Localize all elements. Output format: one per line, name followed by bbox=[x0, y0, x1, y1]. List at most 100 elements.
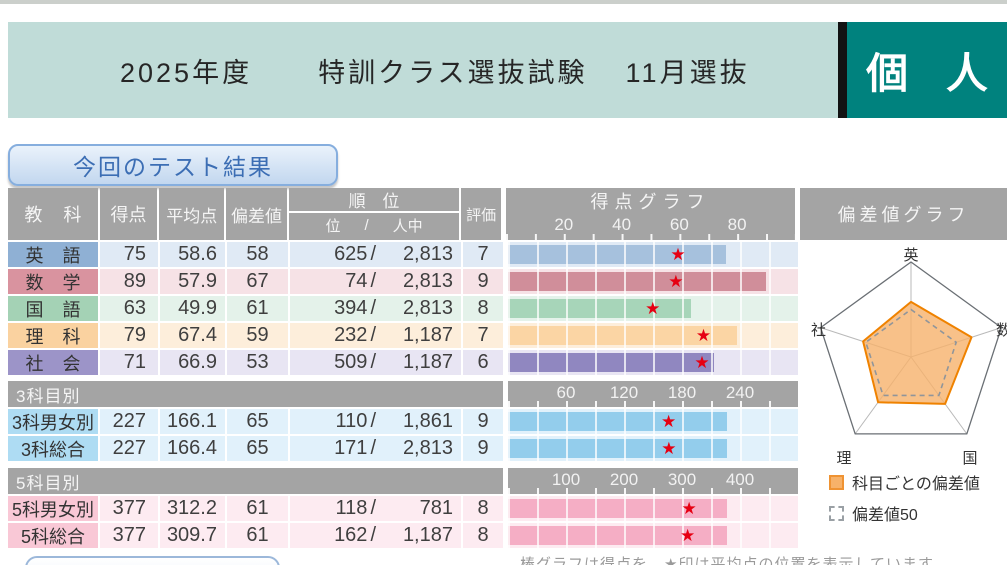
graph-footnote: 棒グラフは得点を、★印は平均点の位置を表示しています bbox=[520, 556, 934, 565]
title-exam: 特訓クラス選抜試験 bbox=[318, 57, 588, 88]
axis-tick-label: 60 bbox=[556, 383, 576, 402]
section-average: 166.1 bbox=[160, 409, 225, 434]
rank-value: 394 bbox=[334, 297, 368, 319]
table-header-row: 教 科 得点 平均点 偏差値 順 位 位 / 人中 評価 得点グラフ 20 40 6… bbox=[8, 188, 1007, 240]
rank-value: 625 bbox=[334, 243, 368, 265]
section-score: 377 bbox=[100, 523, 158, 548]
section-score: 377 bbox=[100, 496, 158, 521]
rank-slash: / bbox=[370, 437, 376, 459]
top-edge-strip bbox=[0, 0, 1007, 4]
subject-average: 58.6 bbox=[160, 242, 225, 267]
section-name: 5科男女別 bbox=[8, 496, 98, 521]
rank-total: 1,861 bbox=[402, 410, 453, 432]
rank-slash: / bbox=[370, 497, 376, 519]
radar-reference-polygon bbox=[865, 308, 957, 397]
column-gap bbox=[505, 523, 506, 548]
subject-score: 71 bbox=[100, 350, 158, 375]
legend-item: 偏差値50 bbox=[829, 501, 980, 525]
rank-value: 171 bbox=[334, 437, 368, 459]
column-gap bbox=[505, 269, 506, 294]
rank-slash: / bbox=[364, 217, 369, 234]
axis-tick-label: 120 bbox=[609, 383, 639, 402]
axis-tick-label: 200 bbox=[609, 470, 639, 489]
section-axis: 100 200 300 400 bbox=[508, 468, 798, 494]
section-score: 227 bbox=[100, 436, 158, 461]
rank-value: 232 bbox=[334, 324, 368, 346]
section-rank: 162/ 1,187 bbox=[290, 523, 461, 548]
axis-tick-label: 80 bbox=[727, 215, 747, 234]
radar-legend: 科目ごとの偏差値 偏差値50 bbox=[829, 470, 980, 525]
rank-total: 1,187 bbox=[402, 324, 453, 346]
section-name: 3科総合 bbox=[8, 436, 98, 461]
rank-value: 118 bbox=[335, 497, 368, 519]
rank-total: 1,187 bbox=[402, 351, 453, 373]
col-score: 得点 bbox=[99, 188, 158, 240]
badge-divider bbox=[838, 22, 847, 118]
average-star-icon: ★ bbox=[681, 498, 697, 518]
subject-evaluation: 7 bbox=[463, 242, 503, 267]
score-graph-title: 得点グラフ bbox=[590, 192, 711, 212]
rank-value: 110 bbox=[335, 410, 368, 432]
section-rank: 118/ 781 bbox=[290, 496, 461, 521]
section-deviation: 65 bbox=[227, 409, 288, 434]
axis-tick-marks bbox=[508, 488, 798, 494]
section-evaluation: 9 bbox=[463, 436, 503, 461]
radar-axis-label: 国 bbox=[962, 450, 977, 467]
column-gap bbox=[505, 381, 506, 407]
subject-rank: 509/ 1,187 bbox=[290, 350, 461, 375]
rank-header-label: 順 位 bbox=[288, 188, 460, 213]
legend-label: 偏差値50 bbox=[852, 507, 918, 524]
reference-swatch-icon bbox=[829, 505, 844, 521]
rank-total: 781 bbox=[419, 497, 453, 519]
subject-swatch-icon bbox=[829, 474, 844, 490]
axis-tick-label: 300 bbox=[667, 470, 697, 489]
section-row: 5科総合 377 309.7 61 162/ 1,187 8 ★ bbox=[8, 523, 1007, 548]
radar-axis-label: 英 bbox=[903, 246, 918, 264]
subject-name: 国 語 bbox=[8, 296, 98, 321]
column-gap bbox=[505, 468, 506, 494]
axis-tick-label: 60 bbox=[669, 215, 689, 234]
section-evaluation: 8 bbox=[463, 496, 503, 521]
rank-slash: / bbox=[370, 410, 376, 432]
col-subject: 教 科 bbox=[8, 188, 98, 240]
subject-deviation: 53 bbox=[227, 350, 288, 375]
rank-value: 74 bbox=[345, 270, 368, 292]
radar-axis-label: 社 bbox=[811, 322, 826, 339]
section-average: 309.7 bbox=[160, 523, 225, 548]
section-rank: 110/ 1,861 bbox=[290, 409, 461, 434]
individual-badge: 個 人 bbox=[847, 22, 1007, 118]
rank-slash: / bbox=[370, 243, 376, 265]
section-name: 3科男女別 bbox=[8, 409, 98, 434]
current-test-result-button[interactable]: 今回のテスト結果 bbox=[8, 144, 338, 186]
axis-tick-label: 180 bbox=[667, 383, 697, 402]
rank-slash: / bbox=[370, 270, 376, 292]
column-gap bbox=[505, 323, 506, 348]
subject-deviation: 58 bbox=[227, 242, 288, 267]
average-star-icon: ★ bbox=[668, 271, 684, 291]
section-title: 3科目別 bbox=[8, 381, 503, 407]
section-axis: 60 120 180 240 bbox=[508, 381, 798, 407]
section-score-bar-track: ★ bbox=[508, 409, 798, 434]
average-star-icon: ★ bbox=[680, 525, 696, 545]
subject-rank: 394/ 2,813 bbox=[290, 296, 461, 321]
radar-axis-label: 数 bbox=[996, 322, 1007, 339]
average-star-icon: ★ bbox=[645, 298, 661, 318]
next-section-button-clipped[interactable] bbox=[25, 556, 280, 565]
subject-average: 67.4 bbox=[160, 323, 225, 348]
subject-evaluation: 6 bbox=[463, 350, 503, 375]
section-header-row: 5科目別 100 200 300 400 bbox=[8, 468, 1007, 494]
subject-row: 理 科 79 67.4 59 232/ 1,187 7 ★ bbox=[8, 323, 1007, 348]
col-rank: 順 位 位 / 人中 bbox=[288, 188, 460, 240]
average-star-icon: ★ bbox=[694, 352, 710, 372]
section-header-row: 3科目別 60 120 180 240 bbox=[8, 381, 1007, 407]
rank-slash: / bbox=[370, 324, 376, 346]
rank-total: 2,813 bbox=[402, 243, 453, 265]
column-gap bbox=[505, 242, 506, 267]
section-score-bar bbox=[508, 439, 728, 458]
section-score-bar-track: ★ bbox=[508, 496, 798, 521]
axis-tick-label: 400 bbox=[725, 470, 755, 489]
column-gap bbox=[797, 188, 798, 240]
column-gap bbox=[505, 296, 506, 321]
rank-total: 1,187 bbox=[402, 524, 453, 546]
